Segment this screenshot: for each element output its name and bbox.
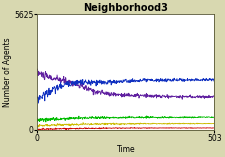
Y-axis label: Number of Agents: Number of Agents [3,37,12,107]
X-axis label: Time: Time [117,145,135,154]
Title: Neighborhood3: Neighborhood3 [83,3,168,14]
